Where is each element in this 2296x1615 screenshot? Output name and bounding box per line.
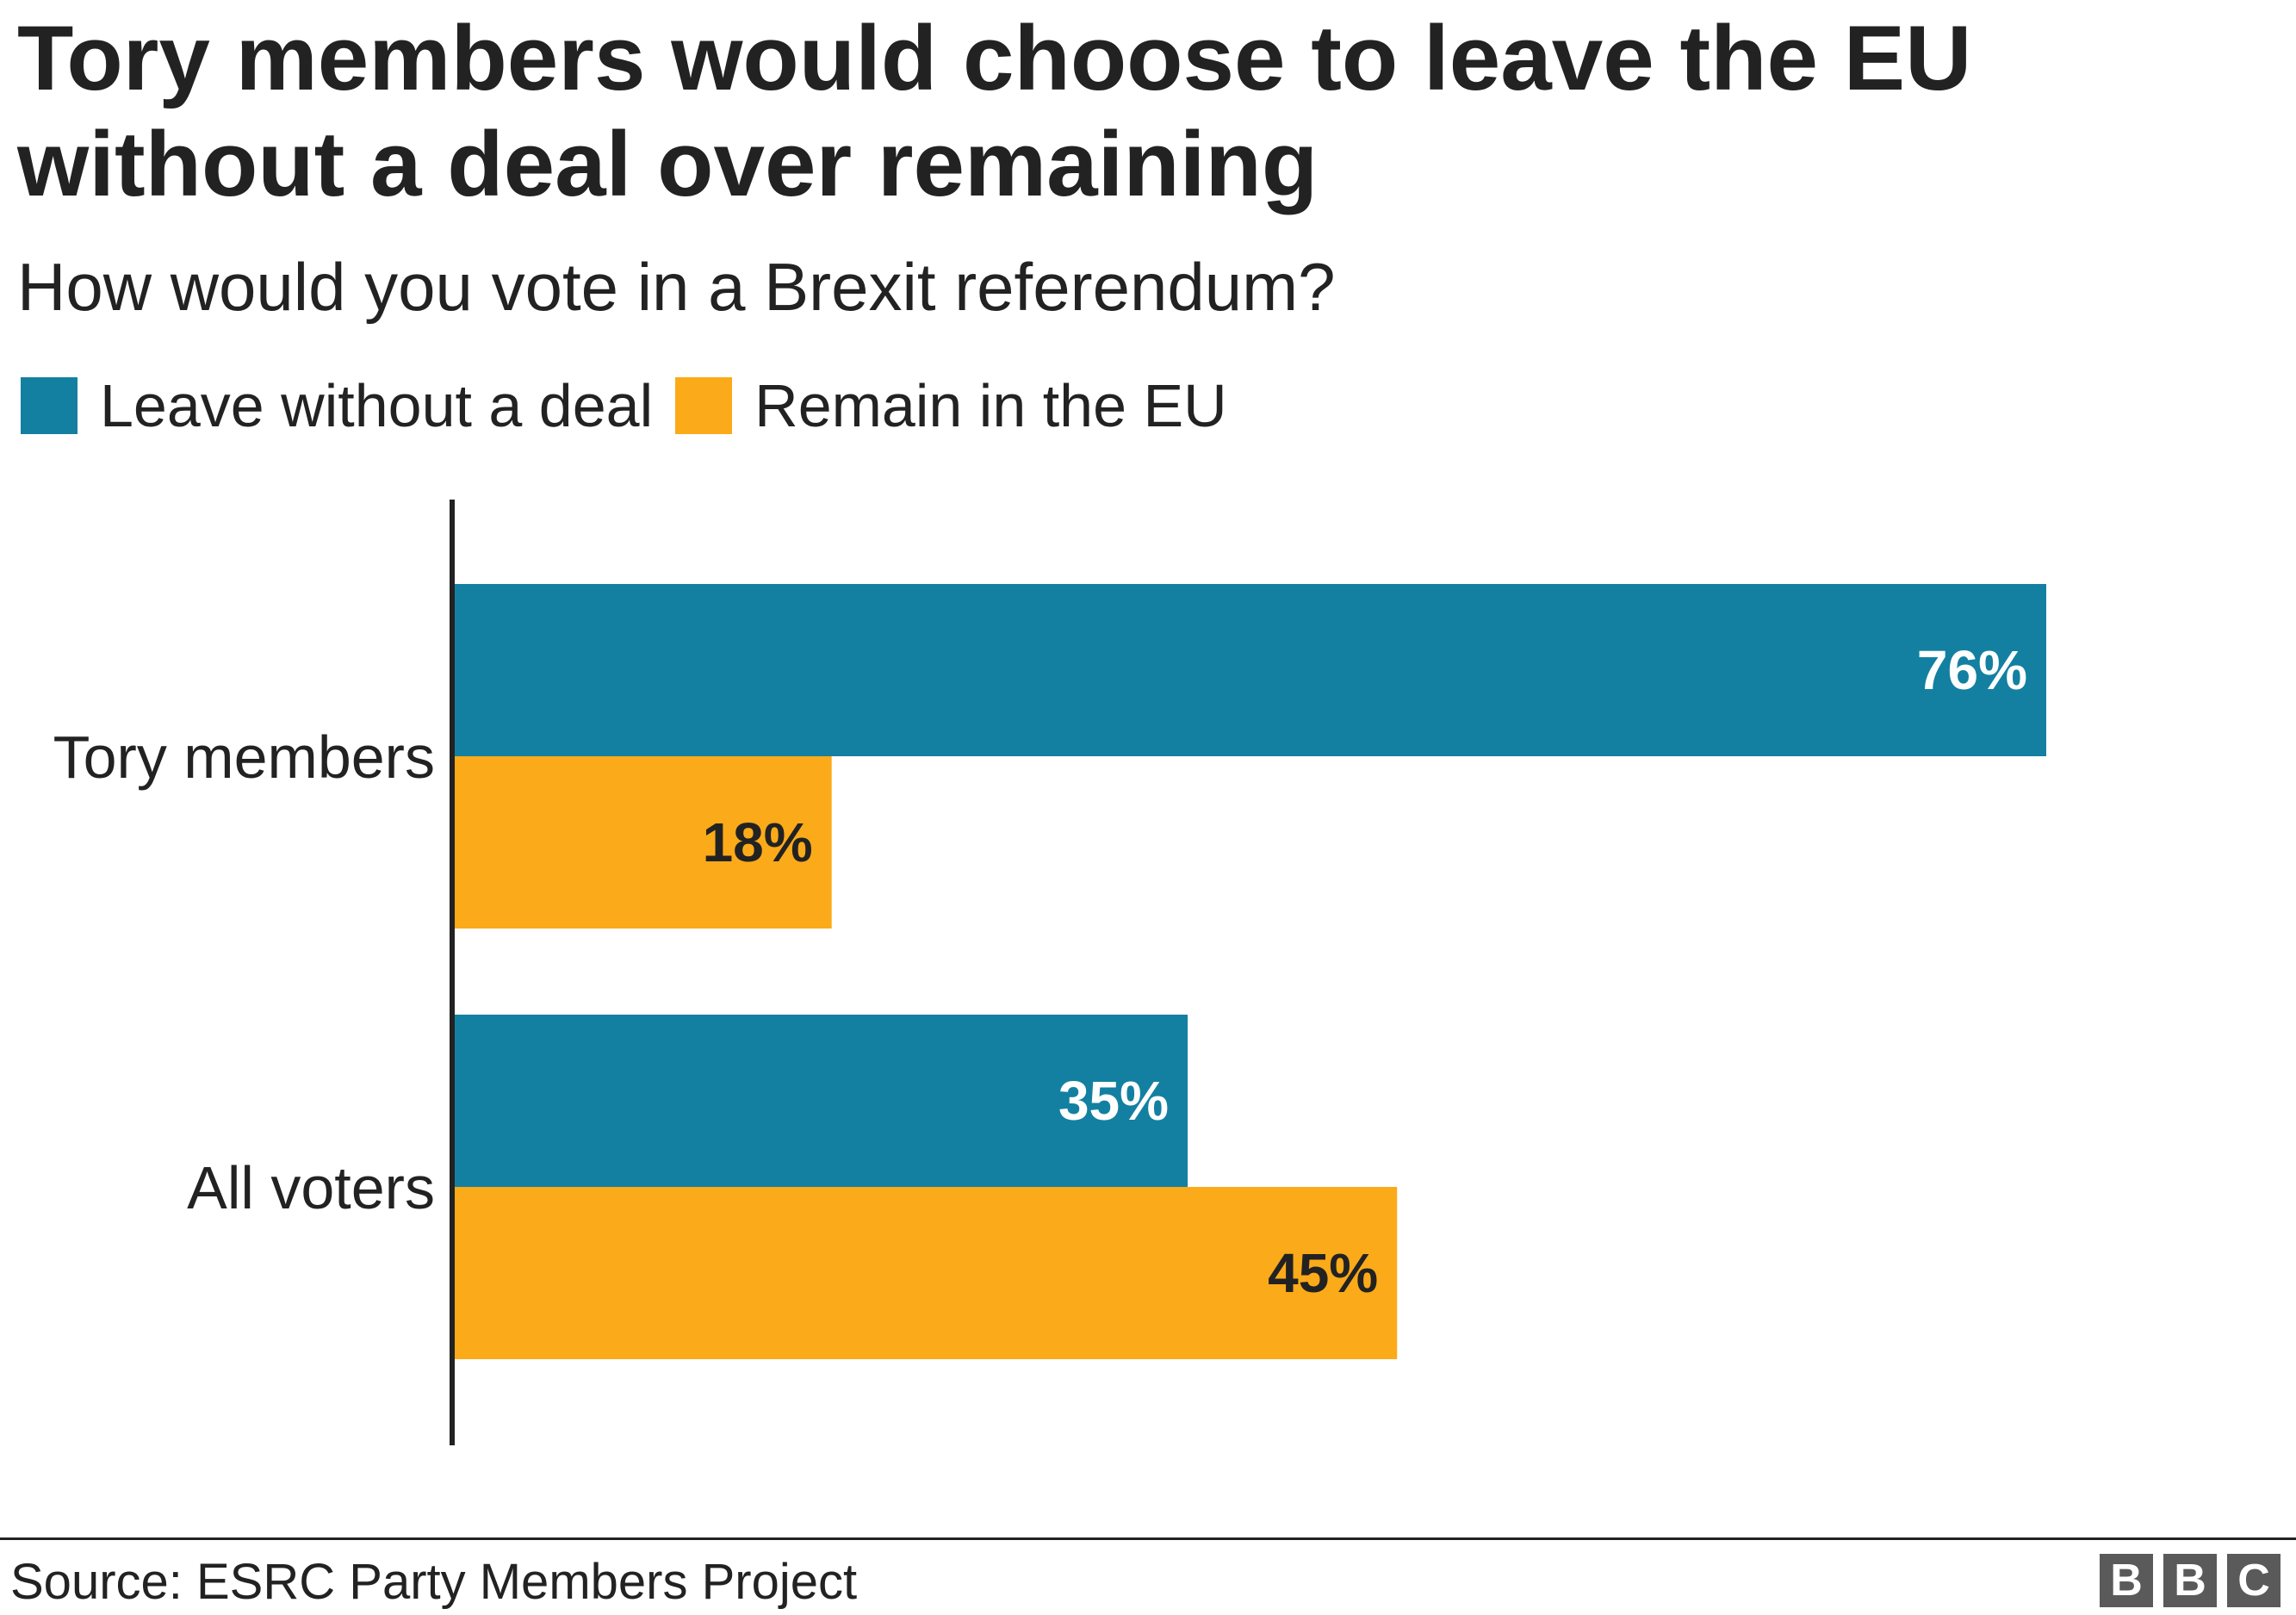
category-label: All voters — [187, 1154, 435, 1221]
legend-item-leave: Leave without a deal — [21, 371, 653, 440]
data-label-remain-1: 45% — [1268, 1242, 1378, 1304]
legend-swatch-leave — [21, 377, 78, 434]
category-label: Tory members — [53, 724, 435, 791]
chart-subtitle: How would you vote in a Brexit referendu… — [17, 249, 1336, 325]
bbc-logo-letter: B — [2100, 1554, 2153, 1607]
bbc-logo: B B C — [2089, 1554, 2280, 1607]
footer-divider — [0, 1537, 2296, 1540]
bar-remain-0 — [455, 756, 832, 929]
legend: Leave without a deal Remain in the EU — [21, 372, 1250, 439]
data-label-leave-1: 35% — [1058, 1070, 1169, 1132]
legend-label-remain: Remain in the EU — [754, 372, 1227, 439]
data-label-remain-0: 18% — [703, 811, 813, 873]
legend-swatch-remain — [675, 377, 733, 434]
source-text: Source: ESRC Party Members Project — [10, 1554, 858, 1610]
bbc-logo-letter: B — [2163, 1554, 2217, 1607]
data-label-leave-0: 76% — [1917, 639, 2027, 701]
bar-remain-1 — [455, 1187, 1398, 1359]
bar-chart: 76% 18% Tory members 35% 45% All voters — [53, 500, 2046, 1445]
bbc-logo-letter: C — [2227, 1554, 2280, 1607]
bar-leave-0 — [455, 584, 2046, 756]
legend-label-leave: Leave without a deal — [100, 372, 654, 439]
chart-title: Tory members would choose to leave the E… — [17, 6, 1972, 215]
legend-item-remain: Remain in the EU — [675, 371, 1227, 440]
bar-leave-1 — [455, 1015, 1188, 1187]
